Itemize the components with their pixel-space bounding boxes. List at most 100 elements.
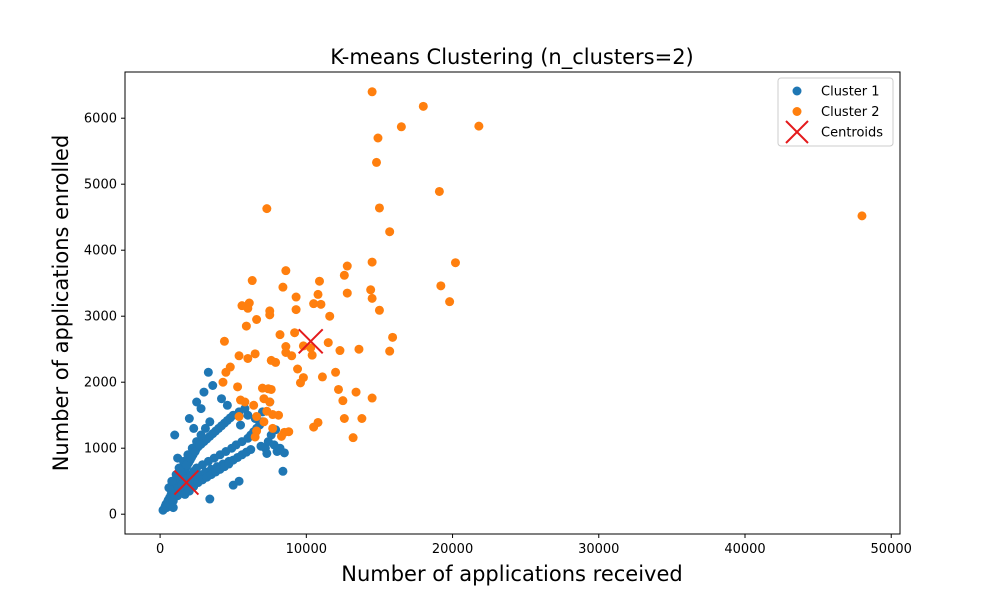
data-point	[396, 122, 406, 132]
data-point	[367, 293, 377, 303]
data-point	[339, 414, 349, 423]
data-point	[857, 211, 867, 221]
data-point	[374, 305, 384, 315]
y-tick-label: 2000	[84, 376, 117, 391]
chart-title: K-means Clustering (n_clusters=2)	[330, 45, 694, 70]
x-tick-label: 10000	[286, 542, 327, 557]
data-point	[252, 412, 262, 422]
data-point	[196, 430, 206, 440]
centroid-marker	[173, 469, 200, 496]
data-point	[181, 460, 191, 470]
data-point	[170, 430, 180, 440]
data-point	[221, 367, 231, 377]
legend-label: Centroids	[821, 126, 883, 141]
data-point	[278, 282, 288, 292]
x-tick-label: 20000	[432, 542, 473, 557]
data-point	[309, 422, 319, 432]
data-point	[205, 417, 215, 427]
x-tick-label: 0	[156, 542, 164, 557]
data-point	[291, 305, 301, 315]
data-point	[234, 412, 244, 422]
data-point	[339, 270, 349, 280]
data-point	[279, 448, 289, 458]
y-tick-label: 1000	[84, 442, 117, 457]
data-point	[200, 423, 210, 433]
data-point	[354, 344, 364, 354]
data-point	[445, 297, 455, 307]
data-point	[367, 257, 377, 267]
legend-swatch	[792, 86, 802, 96]
data-point	[246, 445, 256, 455]
data-point	[168, 503, 178, 513]
x-tick-label: 50000	[871, 542, 912, 557]
data-point	[357, 414, 367, 423]
data-point	[309, 299, 319, 309]
x-axis-title: Number of applications received	[341, 562, 682, 586]
data-point	[199, 387, 209, 397]
data-point	[219, 336, 229, 346]
data-point	[263, 384, 273, 394]
data-point	[367, 393, 377, 403]
data-point	[295, 378, 305, 388]
legend-swatch	[785, 120, 809, 144]
data-point	[335, 346, 345, 356]
legend: Cluster 1 Cluster 2 Centroids	[777, 77, 894, 147]
data-point	[367, 87, 377, 97]
data-point	[274, 410, 284, 420]
data-point	[284, 427, 294, 437]
data-point	[167, 476, 177, 486]
data-point	[240, 397, 250, 407]
data-point	[186, 453, 196, 463]
data-point	[262, 204, 272, 214]
y-tick-label: 6000	[84, 112, 117, 127]
data-point	[385, 346, 395, 356]
data-point	[250, 349, 260, 359]
data-point	[222, 400, 232, 410]
plot-area	[158, 87, 867, 515]
data-point	[331, 367, 341, 377]
data-point	[208, 381, 218, 390]
data-point	[234, 476, 244, 486]
data-point	[184, 414, 194, 423]
data-point	[316, 299, 326, 309]
data-point	[218, 377, 228, 387]
data-point	[374, 203, 384, 213]
data-point	[372, 157, 382, 167]
x-axis-ticks: 0 10000 20000 30000 40000 50000	[156, 534, 912, 557]
y-tick-label: 4000	[84, 244, 117, 259]
legend-box	[777, 77, 894, 147]
data-point	[259, 417, 269, 427]
legend-label: Cluster 1	[821, 85, 880, 100]
data-point	[287, 351, 297, 361]
data-point	[317, 372, 327, 382]
data-point	[307, 350, 317, 360]
data-point	[256, 441, 266, 451]
data-point	[205, 494, 215, 504]
data-point	[351, 387, 361, 397]
data-point	[233, 382, 243, 392]
data-point	[189, 423, 199, 433]
data-point	[342, 288, 352, 298]
data-point	[306, 343, 316, 353]
data-point	[313, 289, 323, 299]
centroid-marker	[298, 328, 324, 354]
data-point	[217, 394, 227, 404]
data-point	[196, 404, 206, 414]
data-point	[203, 367, 213, 377]
data-point	[259, 394, 269, 404]
data-point	[195, 440, 205, 450]
y-tick-label: 5000	[84, 178, 117, 193]
series-centroids	[173, 328, 324, 496]
data-point	[348, 433, 358, 443]
data-point	[234, 351, 244, 361]
data-point	[278, 466, 288, 476]
y-axis-ticks: 0 1000 2000 3000 4000 5000 6000	[84, 112, 125, 523]
data-point	[291, 292, 301, 302]
data-point	[298, 341, 308, 351]
data-point	[388, 332, 398, 342]
data-point	[314, 276, 324, 286]
data-point	[474, 121, 484, 131]
y-tick-label: 0	[109, 508, 117, 523]
x-tick-label: 40000	[724, 542, 765, 557]
